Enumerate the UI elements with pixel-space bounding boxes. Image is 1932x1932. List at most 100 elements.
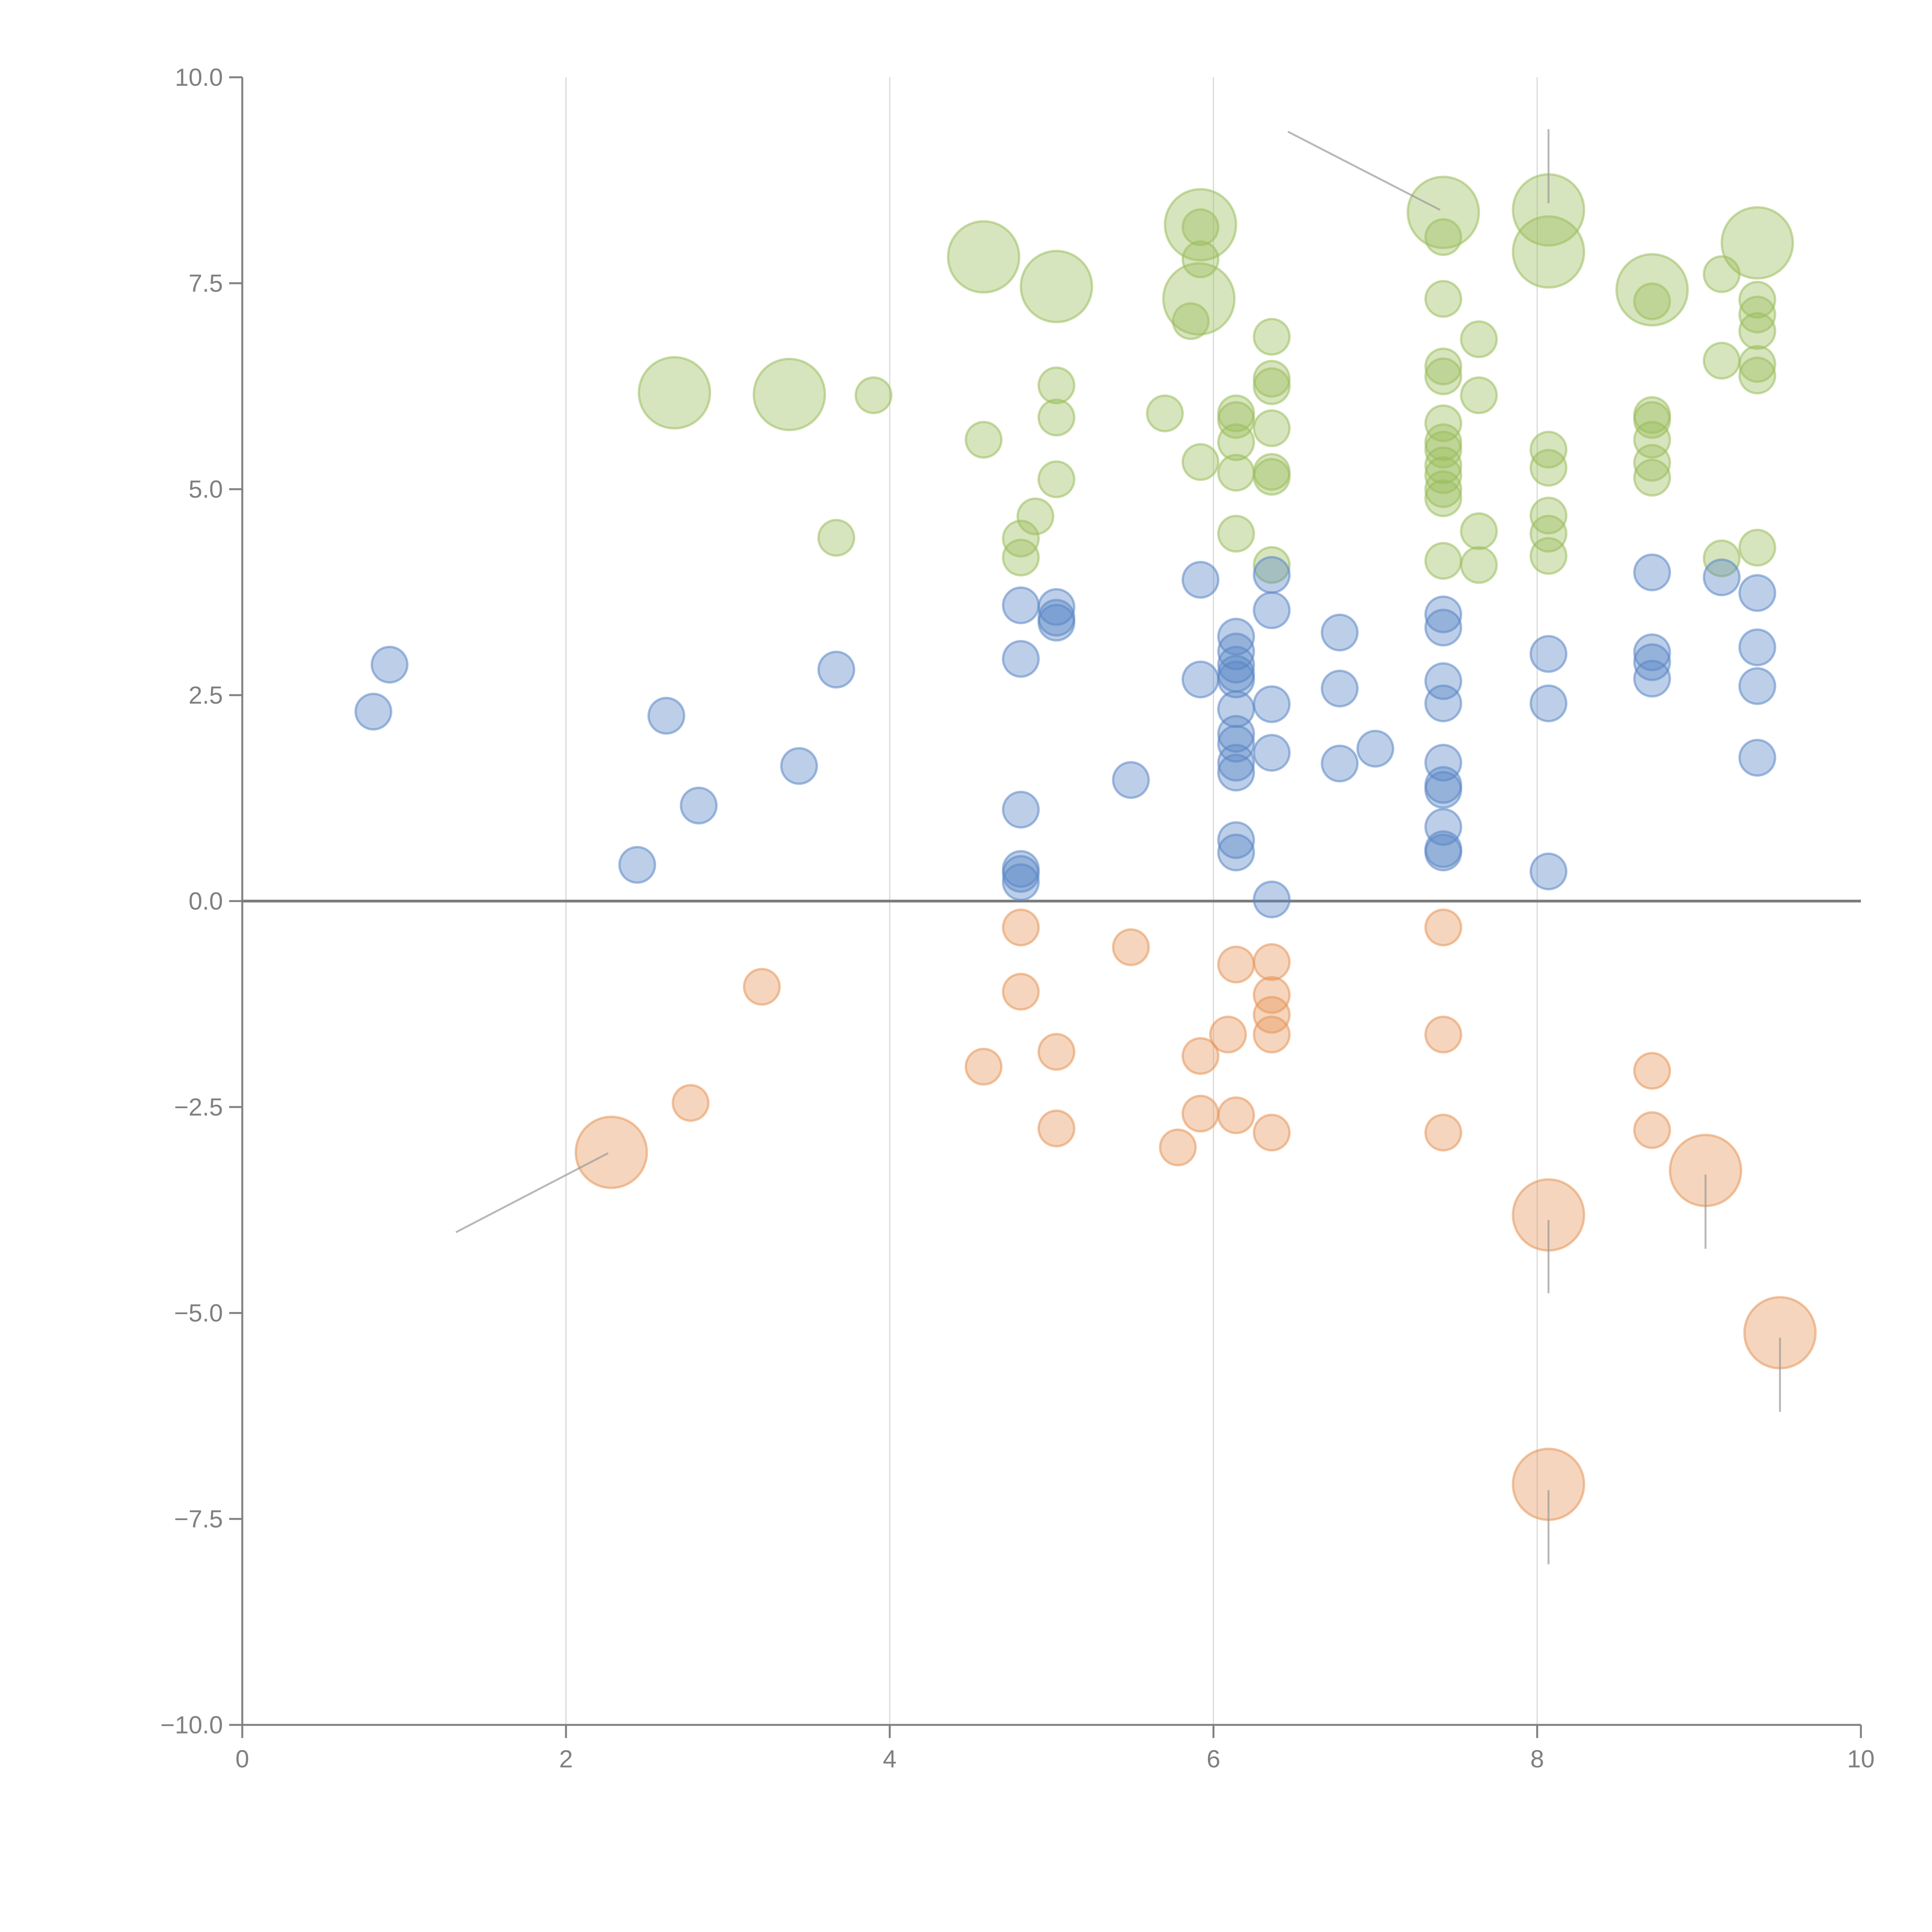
data-point-blue <box>1181 660 1219 699</box>
data-point-orange <box>1424 1114 1463 1152</box>
data-point-green <box>1702 255 1741 293</box>
data-point-green <box>752 357 826 431</box>
data-point-green <box>1162 262 1236 336</box>
data-point-blue <box>1321 669 1359 707</box>
data-point-green <box>1163 188 1237 262</box>
data-point-green <box>1424 357 1463 395</box>
x-tick-label: 4 <box>883 1745 897 1773</box>
data-point-green <box>1738 281 1776 319</box>
data-point-blue <box>1037 588 1076 626</box>
data-point-blue <box>1253 591 1291 629</box>
y-tick-label: 2.5 <box>189 681 223 709</box>
data-point-orange <box>1002 908 1040 947</box>
data-point-green <box>1253 546 1291 584</box>
data-point-green <box>1702 342 1741 380</box>
data-point-green <box>1253 318 1291 356</box>
data-point-blue <box>1217 833 1255 872</box>
data-point-orange <box>1253 943 1291 981</box>
y-tick-label: 10.0 <box>175 63 223 91</box>
x-tick-label: 2 <box>559 1745 573 1773</box>
data-point-blue <box>1633 633 1671 672</box>
data-point-orange <box>1181 1095 1219 1133</box>
data-point-blue <box>1424 771 1463 809</box>
data-point-green <box>1253 409 1291 447</box>
data-point-green <box>1738 356 1776 395</box>
data-point-blue <box>1424 743 1463 782</box>
data-points <box>354 173 1817 1521</box>
data-point-blue <box>1633 643 1671 681</box>
data-point-green <box>854 376 893 414</box>
data-point-blue <box>1424 595 1463 634</box>
leader-line <box>1287 131 1441 211</box>
y-tick-label: 5.0 <box>189 475 223 503</box>
data-point-blue <box>1529 635 1568 673</box>
data-point-blue <box>1217 715 1255 753</box>
data-point-orange <box>743 968 781 1006</box>
y-tick-label: −10.0 <box>160 1711 223 1739</box>
leader-line <box>455 1152 609 1233</box>
data-point-green <box>1460 320 1498 358</box>
data-point-green <box>1037 398 1076 437</box>
data-point-green <box>1172 302 1210 340</box>
data-point-blue <box>1738 667 1776 705</box>
data-point-blue <box>1424 684 1463 723</box>
data-point-blue <box>371 646 409 684</box>
data-point-green <box>1217 401 1255 439</box>
data-point-orange <box>1424 908 1463 947</box>
data-point-blue <box>1356 730 1395 768</box>
data-point-orange <box>1209 1015 1247 1054</box>
data-point-blue <box>1002 586 1040 624</box>
y-tick-label: 7.5 <box>189 269 223 297</box>
data-point-green <box>1702 539 1741 578</box>
data-point-blue <box>1321 613 1359 651</box>
data-point-blue <box>1424 609 1463 647</box>
data-point-blue <box>1738 574 1776 612</box>
data-point-orange <box>1002 973 1040 1011</box>
data-point-blue <box>1217 646 1255 684</box>
data-point-green <box>1512 215 1585 289</box>
data-point-blue <box>1529 852 1568 891</box>
data-point-green <box>1217 423 1255 461</box>
data-point-green <box>1633 401 1671 439</box>
data-point-blue <box>1633 660 1671 698</box>
data-point-green <box>1020 250 1094 323</box>
data-point-blue <box>780 747 818 785</box>
data-point-blue <box>1002 855 1040 893</box>
data-point-green <box>1738 345 1776 383</box>
data-point-blue <box>1002 791 1040 829</box>
data-point-green <box>638 356 711 430</box>
data-point-blue <box>1424 662 1463 700</box>
data-point-orange <box>1633 1052 1671 1090</box>
leader-lines <box>455 129 1781 1565</box>
data-point-green <box>1424 470 1463 508</box>
data-point-green <box>947 220 1020 294</box>
data-point-green <box>1181 240 1219 279</box>
data-point-orange <box>1159 1128 1197 1167</box>
data-point-blue <box>647 697 685 735</box>
data-point-green <box>1738 296 1776 334</box>
data-point-blue <box>1217 743 1255 782</box>
data-point-blue <box>1112 761 1150 799</box>
data-point-blue <box>1321 744 1359 782</box>
data-point-blue <box>1002 640 1040 678</box>
data-point-green <box>964 421 1003 459</box>
data-point-blue <box>1217 617 1255 656</box>
data-point-blue <box>1738 739 1776 777</box>
data-point-blue <box>1037 604 1076 642</box>
data-point-orange <box>1181 1037 1219 1075</box>
data-point-green <box>1016 497 1054 536</box>
data-point-green <box>1424 347 1463 386</box>
data-point-blue <box>1253 734 1291 772</box>
data-point-green <box>1406 175 1480 249</box>
data-point-orange <box>1253 996 1291 1034</box>
data-point-orange <box>1112 928 1150 966</box>
data-point-green <box>1037 460 1076 498</box>
data-point-orange <box>1037 1033 1076 1071</box>
data-point-blue <box>817 650 855 689</box>
data-point-green <box>1633 444 1671 482</box>
data-point-green <box>1633 282 1671 320</box>
data-point-blue <box>1217 660 1255 699</box>
data-point-green <box>1002 538 1040 577</box>
data-point-blue <box>1002 863 1040 901</box>
